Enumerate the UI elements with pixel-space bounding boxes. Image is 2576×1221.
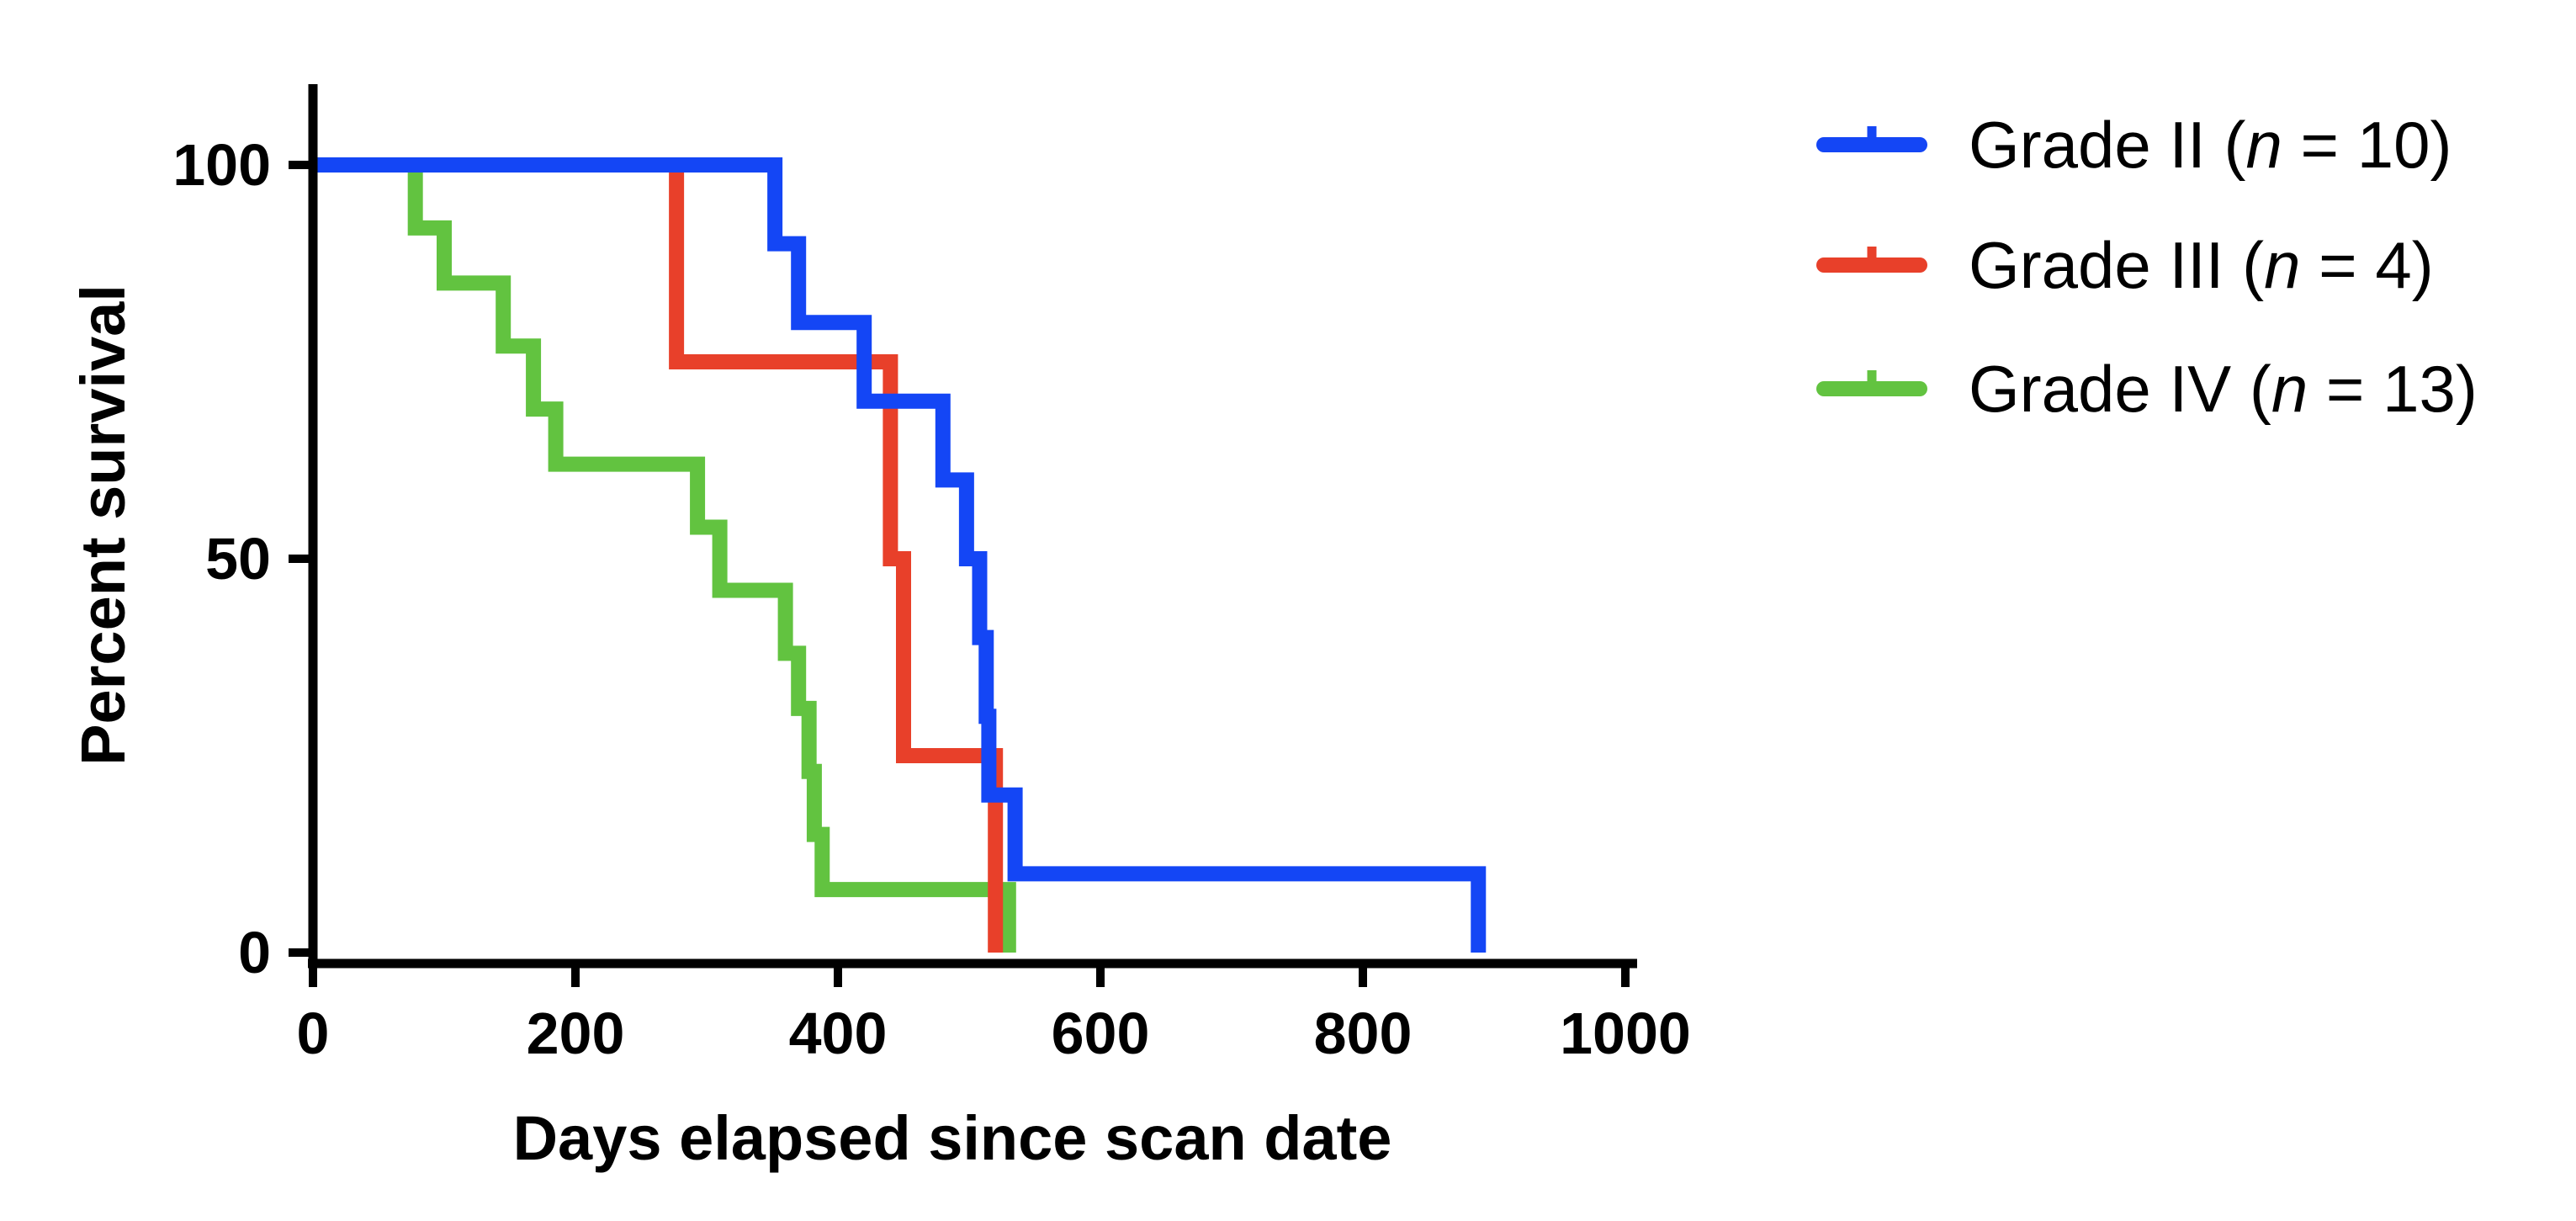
- x-tick-label: 600: [1052, 1001, 1150, 1066]
- series-line-grade-iv: [313, 157, 1016, 953]
- legend-label-grade-iv: Grade IV (n = 13): [1969, 352, 2478, 426]
- axes: [308, 84, 1637, 969]
- plot-lines: [313, 157, 1487, 953]
- y-tick-label: 0: [238, 920, 271, 985]
- series-line-grade-ii: [313, 157, 1487, 953]
- series-line-grade-iii: [313, 157, 1004, 953]
- y-axis-label: Percent survival: [68, 284, 138, 766]
- y-tick-label: 50: [205, 526, 271, 592]
- x-tick-label: 400: [789, 1001, 888, 1066]
- x-tick-label: 800: [1314, 1001, 1413, 1066]
- legend: Grade II (n = 10) Grade III (n = 4) Grade …: [1816, 108, 2478, 426]
- x-tick-label: 0: [297, 1001, 330, 1066]
- x-tick-label: 200: [527, 1001, 625, 1066]
- ticks: 0 200 400 600 800 1000 0 50 100: [172, 132, 1691, 1066]
- legend-label-grade-ii: Grade II (n = 10): [1969, 108, 2451, 182]
- x-tick-label: 1000: [1560, 1001, 1691, 1066]
- y-tick-label: 100: [172, 132, 271, 198]
- legend-label-grade-iii: Grade III (n = 4): [1969, 228, 2434, 302]
- x-axis-label: Days elapsed since scan date: [513, 1103, 1392, 1173]
